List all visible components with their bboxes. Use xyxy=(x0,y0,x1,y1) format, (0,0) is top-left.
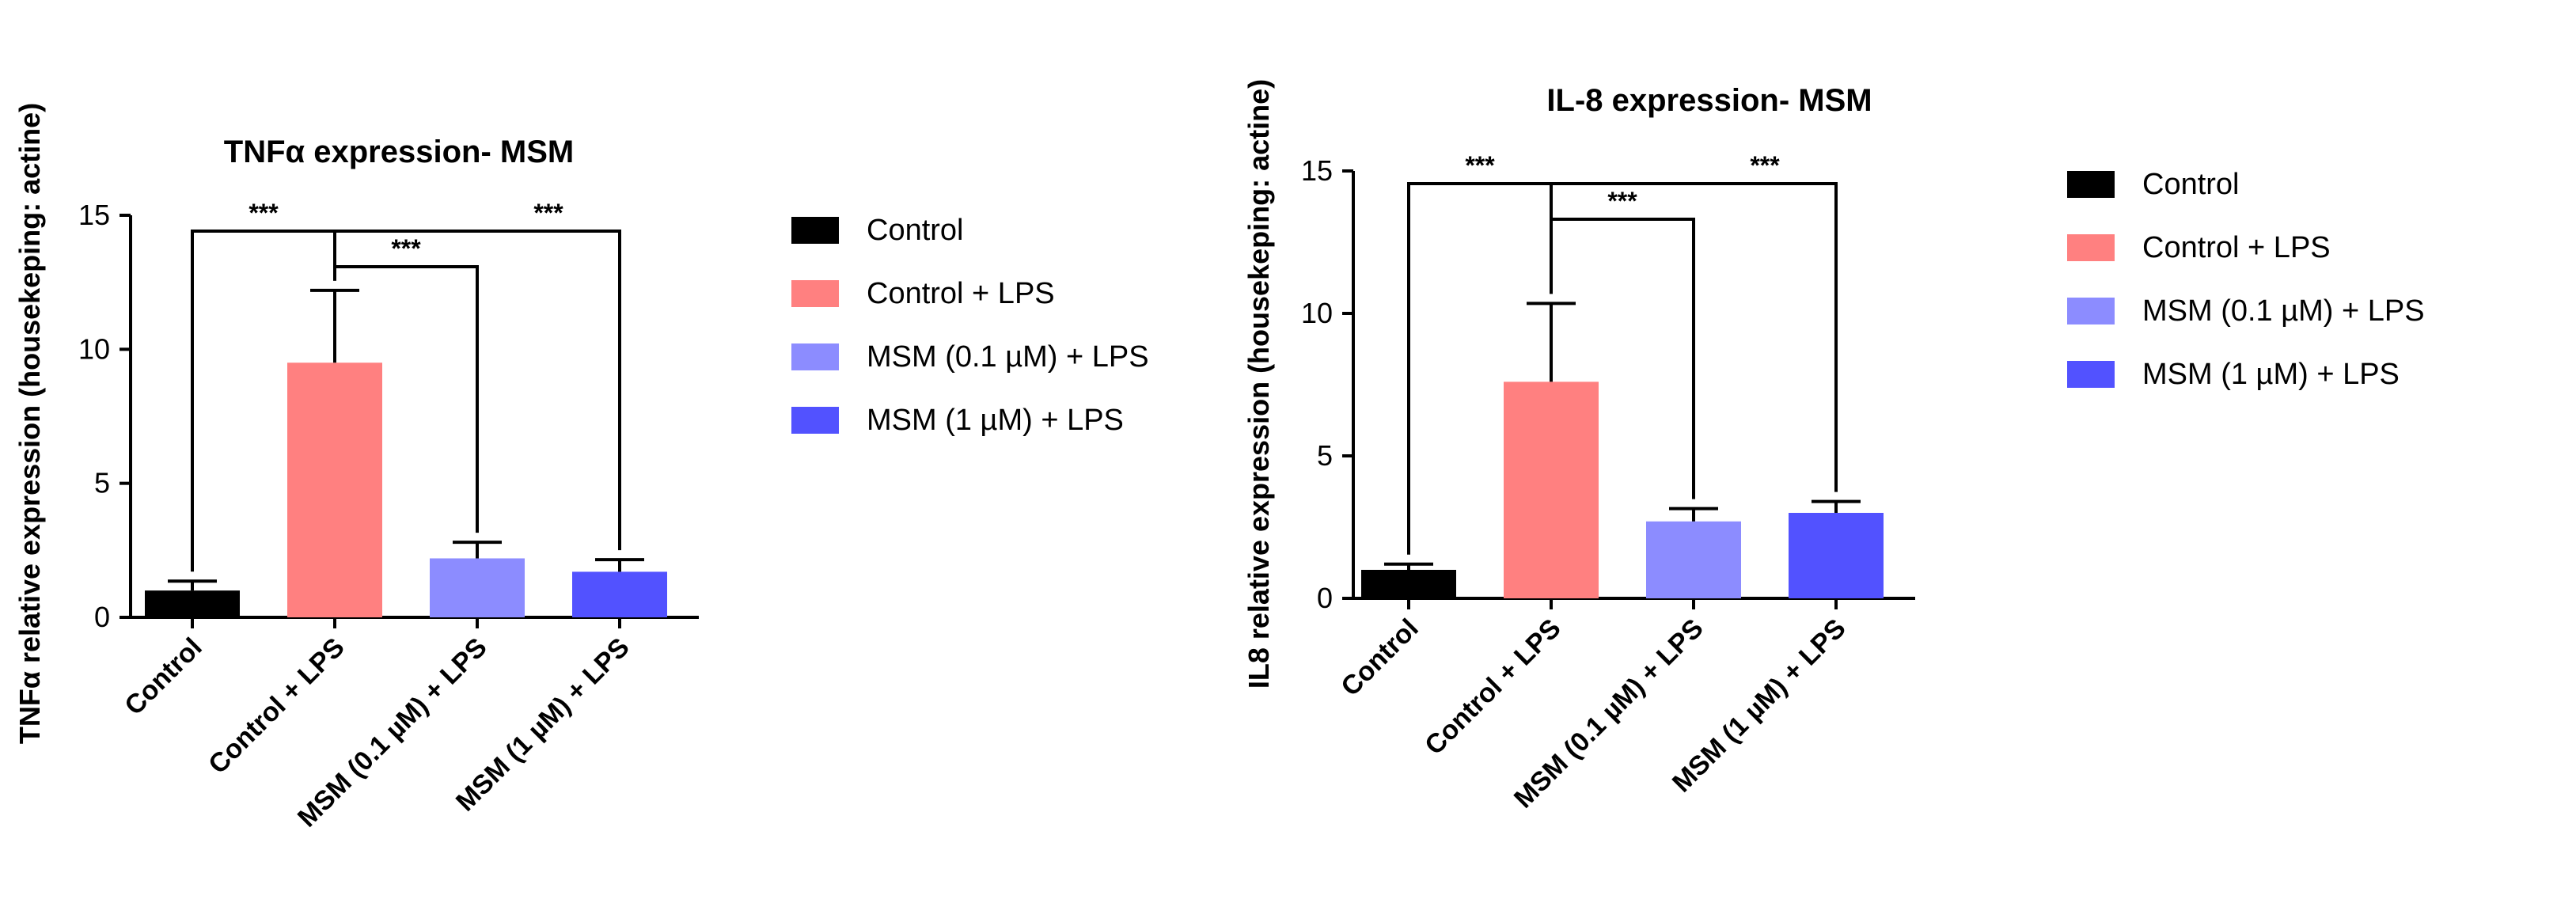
legend-swatch xyxy=(791,217,839,244)
legend-swatch xyxy=(2067,361,2115,388)
legend-swatch xyxy=(791,280,839,307)
legend-swatch xyxy=(2067,298,2115,324)
sig-bracket-msm01 xyxy=(1551,218,1695,499)
x-tick-label: Control xyxy=(119,632,207,721)
legend-swatch xyxy=(791,343,839,370)
sig-bracket-msm1 xyxy=(1551,182,1838,492)
legend-label: Control + LPS xyxy=(867,277,1055,310)
x-tick-label: Control + LPS xyxy=(1419,613,1566,761)
bar-3 xyxy=(430,558,525,617)
chart-title: TNFα expression- MSM xyxy=(224,135,574,169)
y-tick-label: 0 xyxy=(94,601,110,633)
legend-label: Control + LPS xyxy=(2142,231,2331,264)
sig-label: *** xyxy=(1750,151,1780,180)
sig-label: *** xyxy=(248,199,279,227)
y-tick-label: 10 xyxy=(78,332,110,365)
y-tick-label: 5 xyxy=(1317,439,1333,472)
sig-label: *** xyxy=(533,199,563,227)
bar-4 xyxy=(1789,513,1884,598)
legend-label: MSM (1 µM) + LPS xyxy=(867,404,1124,437)
legend-label: MSM (0.1 µM) + LPS xyxy=(867,340,1149,374)
y-tick-label: 15 xyxy=(78,199,110,231)
chart-1: TNFα expression- MSM TNFα relative expres… xyxy=(13,103,1149,833)
y-tick-label: 0 xyxy=(1317,582,1333,614)
sig-label: *** xyxy=(1607,187,1637,215)
legend-swatch xyxy=(2067,234,2115,261)
legend-swatch xyxy=(2067,171,2115,198)
y-axis-label: IL8 relative expression (housekeping: ac… xyxy=(1242,79,1275,689)
sig-bracket-control xyxy=(1407,182,1551,555)
sig-bracket-msm01 xyxy=(335,265,479,533)
sig-label: *** xyxy=(1465,151,1495,180)
legend-label: MSM (1 µM) + LPS xyxy=(2142,358,2400,391)
chart-2: IL-8 expression- MSM IL8 relative express… xyxy=(1242,79,2425,814)
x-tick-label: Control + LPS xyxy=(203,632,350,780)
bar-2 xyxy=(287,362,382,617)
bar-1 xyxy=(145,590,240,617)
bar-4 xyxy=(572,571,667,617)
bar-1 xyxy=(1361,570,1456,598)
bar-3 xyxy=(1646,521,1741,598)
y-tick-label: 5 xyxy=(94,467,110,499)
legend-label: Control xyxy=(2142,168,2240,201)
sig-bracket-msm1 xyxy=(335,230,621,551)
y-axis-label: TNFα relative expression (housekeping: a… xyxy=(13,103,46,744)
legend-swatch xyxy=(791,407,839,434)
y-tick-label: 15 xyxy=(1301,154,1333,187)
x-tick-label: Control xyxy=(1335,613,1424,702)
chart-title: IL-8 expression- MSM xyxy=(1546,83,1872,118)
legend-label: Control xyxy=(867,214,964,247)
y-tick-label: 10 xyxy=(1301,297,1333,329)
sig-label: *** xyxy=(391,234,421,263)
bar-2 xyxy=(1504,381,1599,598)
sig-bracket-control xyxy=(191,230,335,572)
legend-label: MSM (0.1 µM) + LPS xyxy=(2142,294,2425,328)
